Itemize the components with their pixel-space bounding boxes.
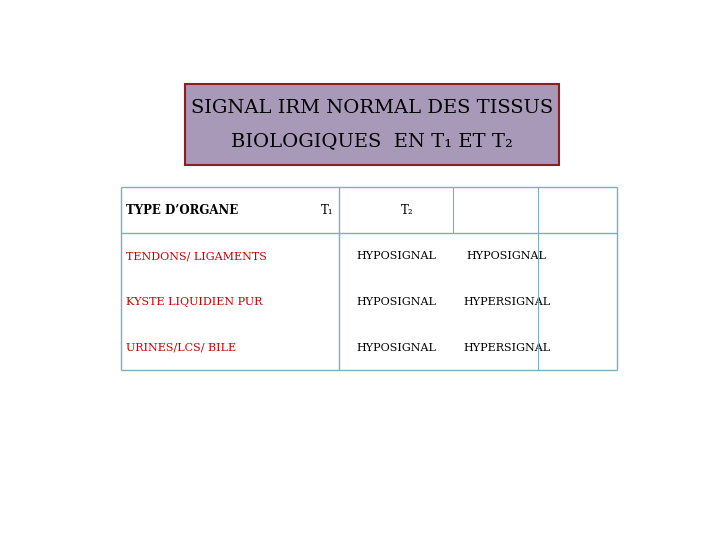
Text: TYPE D’ORGANE: TYPE D’ORGANE [126,204,238,217]
Text: URINES/LCS/ BILE: URINES/LCS/ BILE [126,342,236,353]
Text: T₁: T₁ [321,204,333,217]
Text: T₂: T₂ [401,204,414,217]
Text: HYPOSIGNAL: HYPOSIGNAL [467,251,546,261]
FancyBboxPatch shape [185,84,559,165]
Text: SIGNAL IRM NORMAL DES TISSUS: SIGNAL IRM NORMAL DES TISSUS [191,99,553,117]
Text: HYPERSIGNAL: HYPERSIGNAL [463,297,550,307]
Text: HYPOSIGNAL: HYPOSIGNAL [356,297,436,307]
Text: HYPOSIGNAL: HYPOSIGNAL [356,342,436,353]
Text: HYPOSIGNAL: HYPOSIGNAL [356,251,436,261]
Text: TENDONS/ LIGAMENTS: TENDONS/ LIGAMENTS [126,251,267,261]
Text: HYPERSIGNAL: HYPERSIGNAL [463,342,550,353]
Text: KYSTE LIQUIDIEN PUR: KYSTE LIQUIDIEN PUR [126,297,263,307]
Text: BIOLOGIQUES  EN T₁ ET T₂: BIOLOGIQUES EN T₁ ET T₂ [231,132,513,151]
